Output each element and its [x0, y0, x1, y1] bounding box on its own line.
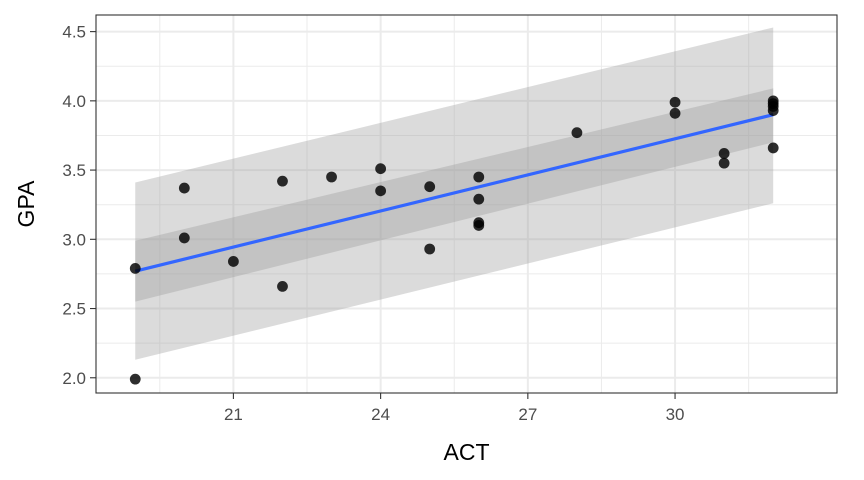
data-point — [473, 217, 485, 229]
data-point — [424, 243, 436, 255]
y-axis-ticks: 2.0 2.5 3.0 3.5 4.0 4.5 — [62, 23, 96, 388]
y-tick-label: 2.0 — [62, 369, 86, 388]
y-tick-label: 2.5 — [62, 300, 86, 319]
points — [129, 95, 779, 385]
y-axis-title: GPA — [13, 180, 39, 228]
y-tick-label: 4.0 — [62, 92, 86, 111]
data-point — [473, 171, 485, 183]
data-point — [473, 193, 485, 205]
data-point — [767, 142, 779, 154]
x-tick-label: 27 — [518, 405, 537, 424]
data-point — [326, 171, 337, 183]
trend-line — [134, 113, 774, 273]
data-point — [571, 127, 583, 139]
x-tick-label: 30 — [666, 405, 685, 424]
panel-border — [95, 14, 838, 394]
grid-major — [96, 15, 837, 393]
trend — [134, 113, 774, 273]
data-point — [178, 232, 190, 244]
data-point — [129, 373, 141, 385]
data-point — [375, 163, 387, 175]
data-point — [228, 256, 239, 267]
x-axis-title: ACT — [444, 439, 490, 465]
x-axis-ticks: 21 24 27 30 — [224, 393, 685, 424]
data-point — [718, 157, 730, 169]
x-tick-label: 24 — [371, 405, 390, 424]
data-point — [178, 182, 190, 194]
grid-minor — [96, 15, 837, 393]
data-point — [277, 175, 288, 187]
data-point — [277, 280, 288, 292]
y-tick-label: 3.0 — [62, 230, 86, 249]
data-point — [375, 185, 387, 197]
data-point — [669, 107, 681, 119]
data-point — [669, 96, 681, 108]
data-point — [718, 148, 730, 159]
confidence-band — [135, 88, 774, 302]
data-point — [767, 95, 779, 107]
x-tick-label: 21 — [224, 405, 243, 424]
y-tick-label: 4.5 — [62, 23, 86, 42]
data-point — [424, 181, 436, 193]
data-point — [129, 262, 141, 274]
y-tick-label: 3.5 — [62, 161, 86, 180]
